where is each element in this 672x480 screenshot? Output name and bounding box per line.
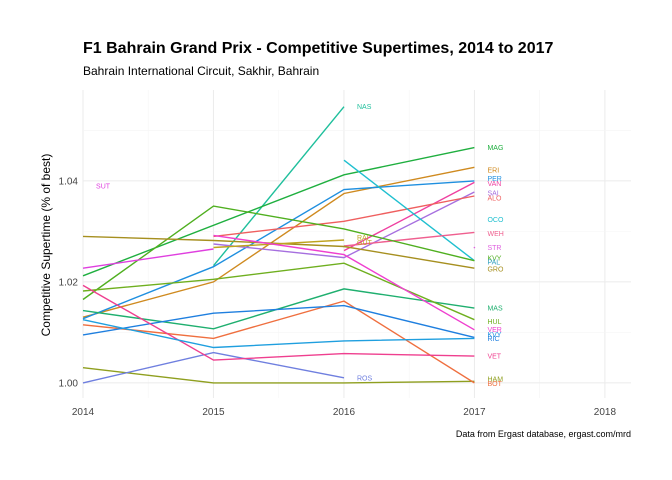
driver-label: HAM: [487, 376, 503, 383]
driver-label: STR: [487, 245, 501, 252]
driver-label: VAN: [487, 181, 501, 188]
series-line-mag: [82, 146, 475, 277]
series-line-kvy2: [82, 319, 475, 349]
driver-label: GUT: [357, 240, 373, 247]
driver-label: VER: [487, 327, 501, 334]
series-lines: [82, 106, 476, 384]
series-line-eri: [82, 166, 475, 318]
series-point: [473, 246, 476, 249]
series-line-weh: [343, 231, 475, 247]
y-tick-label: 1.00: [59, 378, 79, 389]
driver-label: OCO: [487, 217, 504, 224]
driver-label: KVY: [487, 256, 501, 263]
driver-label: PAL: [487, 260, 500, 267]
series-line-alo: [213, 195, 475, 238]
driver-label: ERI: [487, 167, 499, 174]
driver-label: VET: [487, 354, 501, 361]
series-line-van: [343, 181, 475, 252]
x-tick-label: 2017: [463, 407, 486, 418]
x-tick-label: 2014: [72, 407, 95, 418]
series-line-ham: [82, 367, 475, 384]
driver-label: RAI: [357, 235, 369, 242]
driver-labels: NASMAGERIPERVANSAIALOOCOWEHSTRKVYPALGROR…: [96, 104, 504, 388]
series-line-ros: [82, 351, 345, 384]
driver-label: ALO: [487, 196, 502, 203]
driver-label: NAS: [357, 104, 372, 111]
driver-label: GRO: [487, 267, 504, 274]
x-tick-label: 2015: [202, 407, 225, 418]
driver-label: PER: [487, 176, 501, 183]
driver-label: SUT: [96, 183, 111, 190]
series-line-ver: [213, 234, 475, 331]
driver-label: MAG: [487, 145, 503, 152]
driver-label: ROS: [357, 375, 373, 382]
chart-caption: Data from Ergast database, ergast.com/mr…: [456, 429, 631, 439]
series-line-rai: [213, 239, 345, 249]
series-line-ric: [82, 304, 475, 339]
driver-label: MAS: [487, 306, 503, 313]
x-axis-ticks: 2014 2015 2016 2017 2018: [72, 407, 617, 418]
series-line-sai: [213, 191, 475, 259]
driver-label: BOT: [487, 381, 502, 388]
series-line-per: [82, 180, 475, 320]
driver-label: RIC: [487, 336, 499, 343]
driver-label: KVY: [487, 332, 501, 339]
series-line-vet: [82, 284, 475, 361]
driver-label: WEH: [487, 231, 503, 238]
y-axis-label: Competitive Supertime (% of best): [39, 154, 53, 337]
chart-title: F1 Bahrain Grand Prix - Competitive Supe…: [83, 40, 553, 57]
y-axis-ticks: 1.00 1.02 1.04: [59, 176, 79, 389]
chart-subtitle: Bahrain International Circuit, Sakhir, B…: [83, 64, 319, 78]
driver-label: HUL: [487, 319, 501, 326]
series-line-bot: [82, 300, 475, 384]
y-tick-label: 1.02: [59, 277, 79, 288]
driver-label: SAI: [487, 191, 498, 198]
series-line-kvy: [82, 205, 475, 301]
x-tick-label: 2016: [333, 407, 356, 418]
x-tick-label: 2018: [594, 407, 617, 418]
y-tick-label: 1.04: [59, 176, 79, 187]
series-line-sut: [82, 248, 214, 269]
series-line-oco: [343, 159, 475, 262]
